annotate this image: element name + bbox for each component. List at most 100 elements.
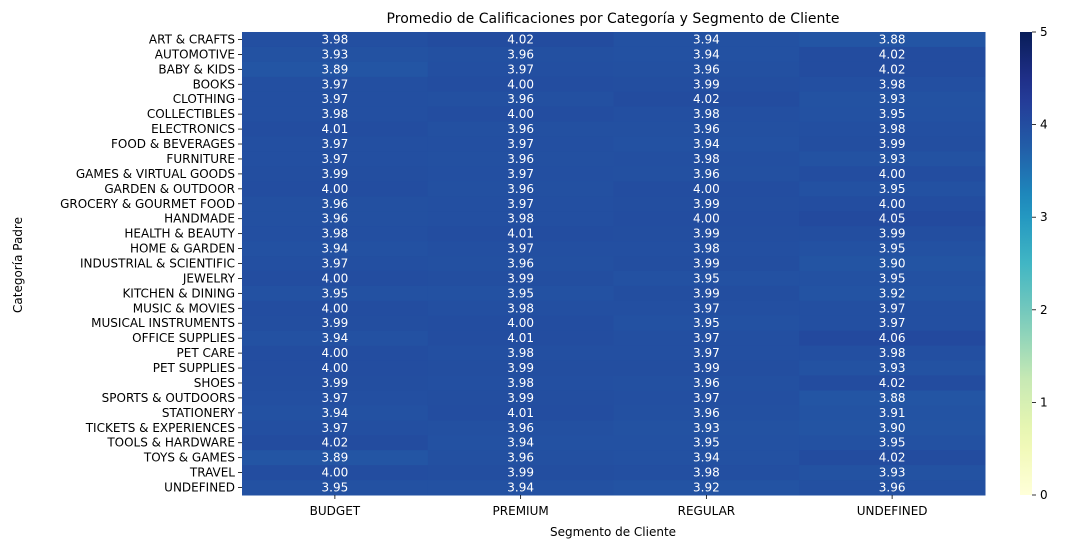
cell-value-label: 3.97 <box>507 197 534 211</box>
heatmap-cell <box>427 256 614 272</box>
cell-value-label: 3.95 <box>879 271 906 285</box>
heatmap-cell <box>613 196 800 212</box>
cell-value-label: 3.97 <box>322 421 349 435</box>
cell-value-label: 3.88 <box>879 391 906 405</box>
cell-value-label: 3.98 <box>693 107 720 121</box>
cell-value-label: 3.97 <box>507 137 534 151</box>
cell-value-label: 4.00 <box>322 361 349 375</box>
y-tick-label: OFFICE SUPPLIES <box>132 331 235 345</box>
cell-value-label: 3.98 <box>693 466 720 480</box>
heatmap-cell <box>242 226 429 242</box>
heatmap-cell <box>242 211 429 227</box>
heatmap-cell <box>242 91 429 108</box>
cell-value-label: 4.02 <box>879 451 906 465</box>
heatmap-cell <box>242 480 429 496</box>
heatmap-cell <box>242 76 429 93</box>
heatmap-cell <box>242 241 429 257</box>
heatmap-cell <box>799 345 986 362</box>
y-tick-label: TOOLS & HARDWARE <box>106 436 235 450</box>
cell-value-label: 3.95 <box>693 436 720 450</box>
cell-value-label: 3.98 <box>507 212 534 226</box>
y-tick-label: PET SUPPLIES <box>153 361 235 375</box>
heatmap-cell <box>427 211 614 227</box>
cell-value-label: 3.93 <box>322 47 349 61</box>
cell-value-label: 3.97 <box>322 77 349 91</box>
heatmap-cell <box>427 241 614 257</box>
heatmap-cell <box>427 181 614 197</box>
cell-value-label: 3.96 <box>507 421 534 435</box>
heatmap-cell <box>799 46 986 63</box>
heatmap-cell <box>242 330 429 347</box>
y-tick-label: PET CARE <box>177 346 235 360</box>
y-tick-label: FURNITURE <box>166 152 235 166</box>
heatmap-cell <box>799 32 986 48</box>
heatmap-cell <box>799 121 986 138</box>
heatmap-cell <box>799 241 986 257</box>
cell-value-label: 3.99 <box>879 227 906 241</box>
cell-value-label: 3.89 <box>322 451 349 465</box>
heatmap-cell <box>427 330 614 347</box>
cell-value-label: 3.96 <box>693 62 720 76</box>
heatmap-cell <box>799 300 986 317</box>
cell-value-label: 3.99 <box>507 466 534 480</box>
heatmap-cell <box>613 300 800 317</box>
heatmap-cell <box>427 450 614 466</box>
heatmap-cell <box>242 390 429 406</box>
heatmap-cell <box>242 166 429 182</box>
cell-value-label: 3.95 <box>879 107 906 121</box>
heatmap-cell <box>427 270 614 287</box>
cell-value-label: 3.98 <box>879 346 906 360</box>
heatmap-cell <box>613 270 800 287</box>
y-tick-label: GARDEN & OUTDOOR <box>104 182 235 196</box>
y-tick-label: FOOD & BEVERAGES <box>111 137 235 151</box>
cell-value-label: 3.97 <box>322 137 349 151</box>
cell-value-label: 4.00 <box>879 197 906 211</box>
y-axis-label: Categoría Padre <box>11 217 25 313</box>
y-tick-label: GAMES & VIRTUAL GOODS <box>76 167 235 181</box>
heatmap-cell <box>427 345 614 362</box>
heatmap-cell <box>613 76 800 93</box>
heatmap-cell <box>242 345 429 362</box>
cell-value-label: 4.01 <box>507 331 534 345</box>
cell-value-label: 3.99 <box>693 361 720 375</box>
heatmap-cell <box>427 46 614 63</box>
heatmap-cell <box>427 121 614 138</box>
cell-value-label: 3.98 <box>322 107 349 121</box>
y-tick-label: CLOTHING <box>173 92 235 106</box>
heatmap-cell <box>799 435 986 451</box>
cell-value-label: 3.98 <box>507 301 534 315</box>
cell-value-label: 3.93 <box>879 466 906 480</box>
cell-value-label: 4.02 <box>879 376 906 390</box>
heatmap-cell <box>427 420 614 436</box>
heatmap-cell <box>799 420 986 436</box>
heatmap-cell <box>427 480 614 496</box>
heatmap-cell <box>799 405 986 421</box>
cell-value-label: 3.94 <box>507 481 534 495</box>
cell-value-label: 3.94 <box>322 331 349 345</box>
cell-value-label: 3.97 <box>322 92 349 106</box>
cell-value-label: 4.01 <box>507 406 534 420</box>
heatmap-cell <box>799 76 986 93</box>
heatmap-cell <box>799 480 986 496</box>
cell-value-label: 3.96 <box>693 406 720 420</box>
cell-value-label: 3.95 <box>322 481 349 495</box>
cell-value-label: 3.99 <box>507 361 534 375</box>
y-tick-label: HANDMADE <box>164 212 235 226</box>
heatmap-cell <box>427 465 614 481</box>
heatmap-cell <box>613 390 800 406</box>
heatmap-cell <box>613 435 800 451</box>
cell-value-label: 3.96 <box>507 47 534 61</box>
heatmap-cell <box>427 226 614 242</box>
cell-value-label: 3.90 <box>879 421 906 435</box>
x-axis-ticks: BUDGET PREMIUM REGULAR UNDEFINED <box>310 495 928 518</box>
y-tick-label: JEWELRY <box>182 271 236 285</box>
heatmap-cell <box>613 375 800 391</box>
heatmap-cell <box>799 285 986 302</box>
heatmap-cell <box>242 420 429 436</box>
cell-value-label: 4.00 <box>693 182 720 196</box>
cell-value-label: 3.99 <box>507 391 534 405</box>
heatmap-cell <box>799 196 986 212</box>
heatmap-cell <box>242 405 429 421</box>
cell-value-label: 4.02 <box>507 32 534 46</box>
